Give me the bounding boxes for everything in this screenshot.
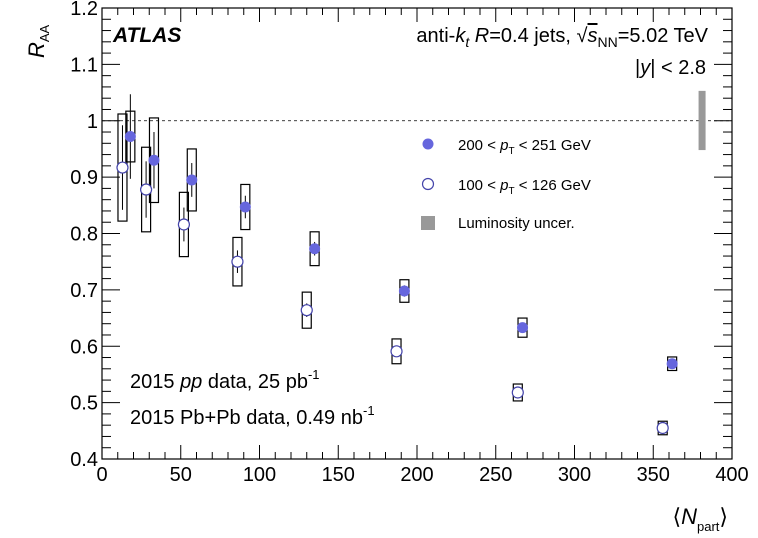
y-tick-label: 0.8 xyxy=(70,224,98,246)
legend-marker-luminosity xyxy=(421,216,435,230)
data-point-filled xyxy=(309,243,321,255)
legend-label-luminosity: Luminosity uncer. xyxy=(458,215,575,232)
y-tick-label: 1 xyxy=(87,111,98,133)
x-axis-title: ⟨Npart⟩ xyxy=(673,504,728,534)
x-tick-label: 100 xyxy=(243,464,276,486)
legend-label-low-pt: 100 < pT < 126 GeV xyxy=(458,177,591,197)
data-point-filled xyxy=(148,154,160,166)
data-point-filled xyxy=(398,285,410,297)
y-axis-title: RAA xyxy=(24,24,52,58)
y-tick-label: 0.5 xyxy=(70,393,98,415)
legend-marker-low-pt xyxy=(421,177,435,191)
data-point-filled xyxy=(517,322,529,334)
data-point-open xyxy=(390,345,403,358)
pbpb-dataset-label: 2015 Pb+Pb data, 0.49 nb-1 xyxy=(130,403,375,429)
data-point-filled xyxy=(124,131,136,143)
data-point-open xyxy=(231,255,244,268)
y-tick-label: 1.2 xyxy=(70,0,98,20)
data-point-open xyxy=(656,421,669,435)
data-point-filled xyxy=(666,358,678,370)
x-tick-label: 250 xyxy=(479,464,512,486)
y-tick-label: 0.7 xyxy=(70,280,98,302)
data-markers xyxy=(116,131,678,435)
y-tick-label: 0.6 xyxy=(70,336,98,358)
data-point-open xyxy=(116,161,129,174)
legend-marker-high-pt xyxy=(422,138,434,150)
x-tick-label: 200 xyxy=(400,464,433,486)
data-point-open xyxy=(140,183,153,196)
legend-label-high-pt: 200 < pT < 251 GeV xyxy=(458,137,591,157)
legend: 200 < pT < 251 GeV 100 < pT < 126 GeV Lu… xyxy=(421,137,591,232)
y-tick-label: 0.9 xyxy=(70,167,98,189)
data-point-open xyxy=(300,304,313,317)
data-point-filled xyxy=(186,174,198,186)
y-tick-label: 0.4 xyxy=(70,449,98,471)
data-point-open xyxy=(177,218,190,231)
x-tick-label: 350 xyxy=(637,464,670,486)
x-tick-label: 0 xyxy=(96,464,107,486)
x-tick-label: 400 xyxy=(715,464,748,486)
rapidity-label: |y| < 2.8 xyxy=(635,57,706,79)
jet-label: anti-kt R=0.4 jets, √sNN=5.02 TeV xyxy=(416,25,708,50)
y-tick-label: 1.1 xyxy=(70,54,98,76)
axes: 0 50 100 150 200 250 300 350 400 0.4 0.5 0.6 0.7 0.8 0… xyxy=(70,0,749,486)
x-tick-label: 50 xyxy=(170,464,192,486)
luminosity-uncertainty-bar xyxy=(698,90,706,151)
data-point-filled xyxy=(239,201,251,213)
pp-dataset-label: 2015 pp data, 25 pb-1 xyxy=(130,367,320,393)
data-point-open xyxy=(511,386,524,399)
x-tick-label: 150 xyxy=(322,464,355,486)
experiment-label: ATLAS xyxy=(112,24,181,47)
x-tick-label: 300 xyxy=(558,464,591,486)
